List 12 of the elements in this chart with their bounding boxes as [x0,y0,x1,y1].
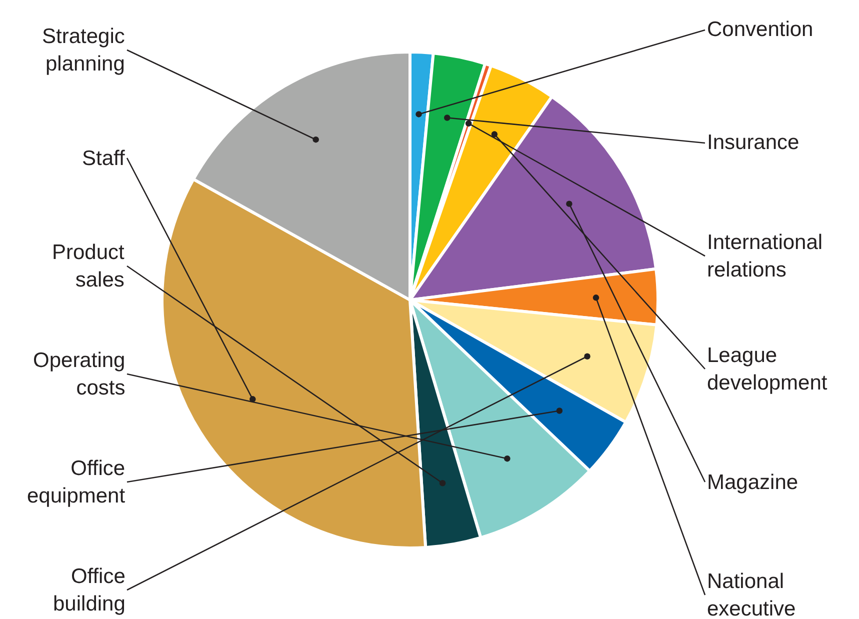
slice-label: National executive [707,570,796,619]
slice-label: Convention [707,18,814,41]
slice-label: Office building [53,565,126,616]
slice-label: Product sales [52,241,125,292]
slice-label: League development [707,344,828,394]
slice-label: International relations [707,231,823,282]
slice-label: Strategic planning [42,25,125,76]
slice-label: Magazine [707,471,798,494]
slice-label: Office equipment [27,457,126,508]
slice-label: Staff [82,147,125,170]
slice-label: Operating costs [33,349,126,400]
slice-label: Insurance [707,131,800,154]
